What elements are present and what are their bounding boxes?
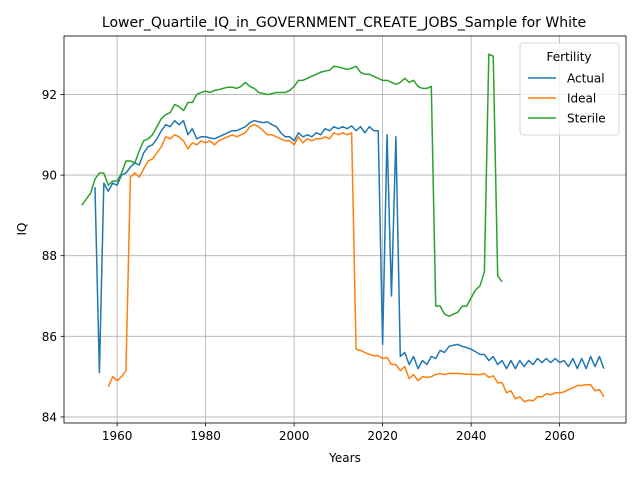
legend-title: Fertility	[546, 50, 591, 64]
x-tick-label: 2000	[279, 429, 310, 443]
legend: Fertility Actual Ideal Sterile	[520, 43, 619, 135]
legend-label-sterile: Sterile	[567, 112, 606, 126]
y-tick-label: 92	[42, 88, 57, 102]
legend-label-ideal: Ideal	[567, 92, 596, 106]
y-tick-label: 86	[42, 330, 57, 344]
x-tick-label: 2040	[456, 429, 487, 443]
legend-label-actual: Actual	[567, 72, 605, 86]
x-tick-label: 1980	[190, 429, 221, 443]
x-tick-label: 2020	[367, 429, 398, 443]
x-tick-label: 1960	[102, 429, 133, 443]
x-axis-label: Years	[328, 451, 361, 465]
y-axis-label: IQ	[15, 223, 29, 236]
chart-title: Lower_Quartile_IQ_in_GOVERNMENT_CREATE_J…	[102, 15, 586, 31]
y-tick-label: 84	[42, 410, 57, 424]
y-tick-label: 88	[42, 249, 57, 263]
y-tick-label: 90	[42, 169, 57, 183]
x-tick-label: 2060	[544, 429, 575, 443]
